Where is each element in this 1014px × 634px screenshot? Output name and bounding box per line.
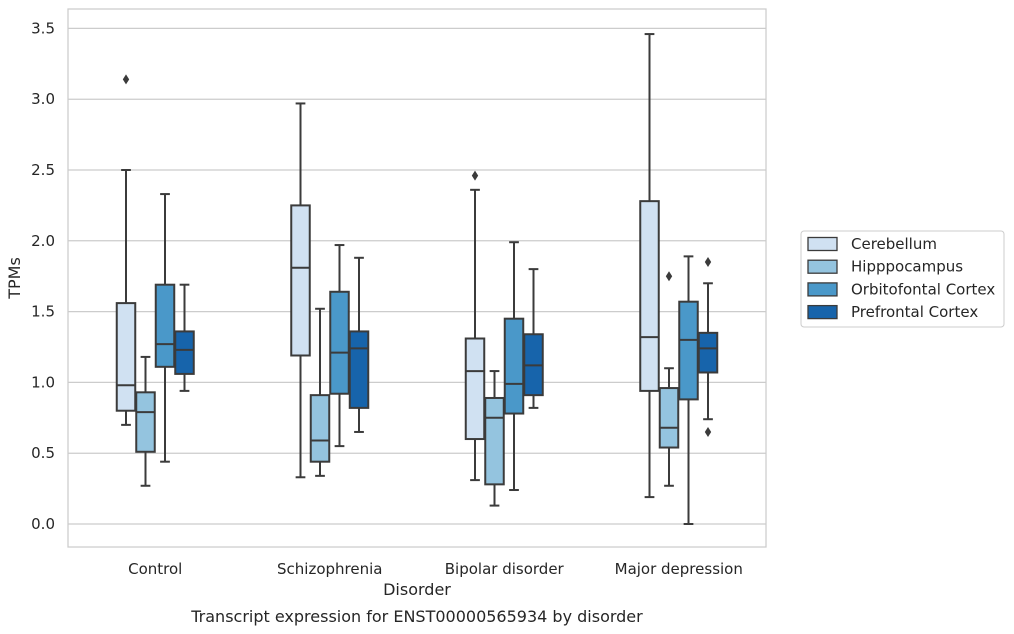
box-prefrontal-cortex xyxy=(523,268,544,409)
box-iqr xyxy=(290,204,311,357)
box-iqr xyxy=(484,396,505,486)
outlier-marker xyxy=(471,170,479,181)
outlier-marker xyxy=(704,426,712,437)
box-orbitofontal-cortex xyxy=(154,193,176,463)
legend-swatch xyxy=(807,236,838,252)
outlier-marker xyxy=(704,257,712,268)
box-hipppocampus xyxy=(484,370,505,507)
box-cerebellum xyxy=(290,102,311,479)
box-cerebellum xyxy=(115,74,137,426)
x-tick-label: Control xyxy=(128,560,182,578)
box-cerebellum xyxy=(464,170,486,482)
box-iqr xyxy=(658,387,680,449)
gridlines xyxy=(68,27,766,525)
box-series xyxy=(115,33,719,525)
legend-frame xyxy=(800,230,1005,328)
y-tick-label: 1.0 xyxy=(31,373,55,391)
box-prefrontal-cortex xyxy=(697,257,719,437)
legend-swatch xyxy=(807,304,838,320)
y-tick-label: 0.5 xyxy=(31,444,55,462)
legend-swatch xyxy=(807,259,838,274)
box-iqr xyxy=(464,337,486,441)
outlier-marker xyxy=(122,74,130,85)
x-tick-label: Major depression xyxy=(615,560,743,578)
box-iqr xyxy=(154,283,176,368)
box-iqr xyxy=(503,317,525,415)
box-hipppocampus xyxy=(658,271,680,487)
box-orbitofontal-cortex xyxy=(329,244,350,448)
box-iqr xyxy=(697,331,719,374)
box-orbitofontal-cortex xyxy=(678,255,699,525)
box-prefrontal-cortex xyxy=(174,283,195,392)
y-tick-label: 0.0 xyxy=(31,515,55,533)
x-tick-label: Bipolar disorder xyxy=(445,560,565,578)
x-axis-label: Disorder xyxy=(383,580,451,599)
box-prefrontal-cortex xyxy=(348,256,370,433)
x-axis-ticks: Control Schizophrenia Bipolar disorder Majo… xyxy=(128,560,743,578)
box-iqr xyxy=(639,200,660,392)
plot-frame xyxy=(67,8,767,548)
box-iqr xyxy=(135,391,156,453)
y-tick-label: 2.0 xyxy=(31,232,55,250)
box-hipppocampus xyxy=(309,307,331,477)
box-iqr xyxy=(348,330,370,409)
legend-label: Cerebellum xyxy=(851,235,937,253)
legend-label: Orbitofontal Cortex xyxy=(851,280,995,298)
box-iqr xyxy=(329,290,350,395)
box-iqr xyxy=(174,330,195,375)
x-tick-label: Schizophrenia xyxy=(277,560,382,578)
y-axis-ticks: 0.0 0.5 1.0 1.5 2.0 2.5 3.0 3.5 xyxy=(31,19,55,533)
legend-label: Hipppocampus xyxy=(851,258,963,276)
chart-caption: Transcript expression for ENST0000056593… xyxy=(190,607,643,626)
box-iqr xyxy=(309,394,331,463)
legend-label: Prefrontal Cortex xyxy=(851,303,978,321)
legend: Cerebellum Hipppocampus Orbitofontal Corte… xyxy=(800,230,1005,328)
legend-swatch xyxy=(807,282,838,297)
y-tick-label: 3.5 xyxy=(31,19,55,37)
y-tick-label: 2.5 xyxy=(31,161,55,179)
box-iqr xyxy=(115,302,137,412)
box-iqr xyxy=(678,300,699,401)
box-hipppocampus xyxy=(135,355,156,487)
y-tick-label: 1.5 xyxy=(31,303,55,321)
outlier-marker xyxy=(665,271,673,282)
box-cerebellum xyxy=(639,33,660,499)
y-axis-label: TPMs xyxy=(5,257,24,300)
y-tick-label: 3.0 xyxy=(31,90,55,108)
